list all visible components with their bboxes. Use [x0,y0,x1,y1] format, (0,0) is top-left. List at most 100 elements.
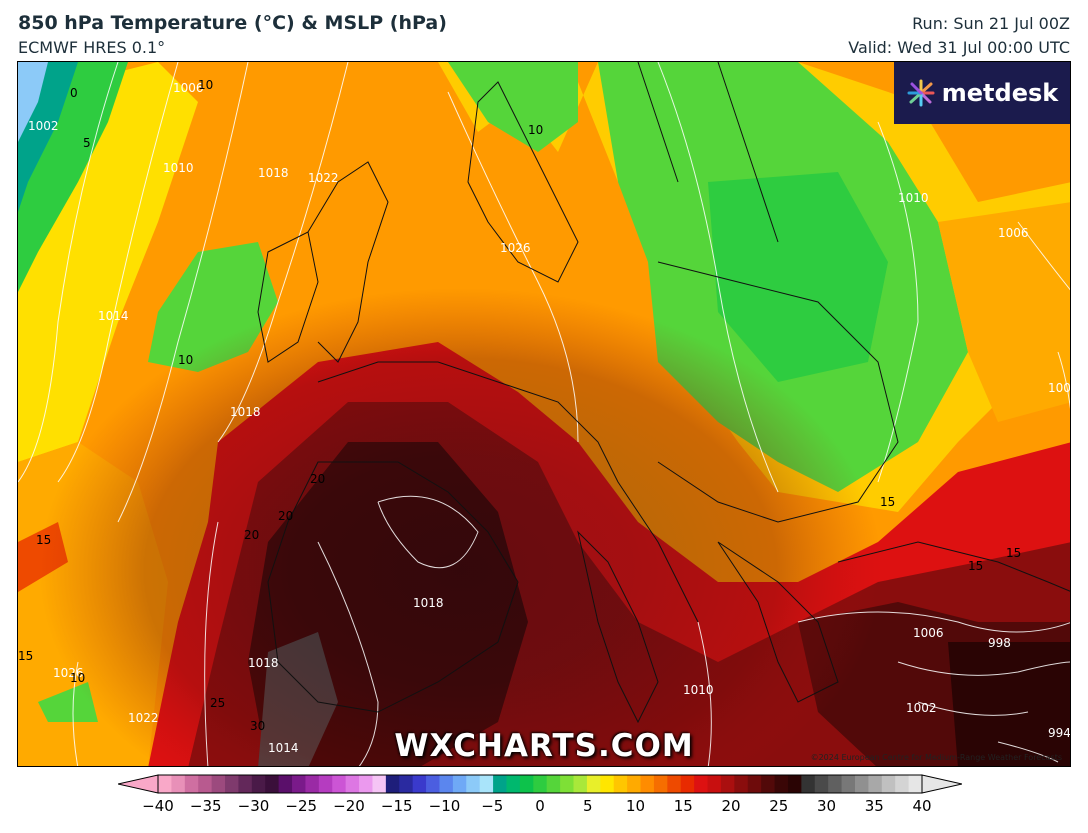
brand-name: metdesk [941,79,1059,107]
svg-text:1006: 1006 [913,626,944,640]
colorbar-tick-label: 15 [673,797,693,815]
svg-text:1018: 1018 [413,596,444,610]
svg-text:1002: 1002 [28,119,59,133]
colorbar-step [479,775,494,793]
svg-text:998: 998 [988,636,1011,650]
colorbar-step [506,775,521,793]
ecmwf-credit: ©2024 European Centre for Medium-Range W… [810,753,1062,762]
svg-text:1014: 1014 [268,741,299,755]
svg-text:1018: 1018 [258,166,289,180]
colorbar-step [493,775,507,793]
colorbar-tick-label: −20 [333,797,365,815]
colorbar-step [345,775,360,793]
svg-text:0: 0 [70,86,78,100]
colorbar-tick-label: 35 [864,797,884,815]
svg-text:20: 20 [244,528,259,542]
isobar-labels: 1006 1002 1010 1018 1022 1014 1018 1026 … [28,81,1071,755]
svg-text:30: 30 [250,719,265,733]
colorbar-tick-label: −40 [142,797,174,815]
colorbar-tick-label: −10 [428,797,461,815]
svg-text:10: 10 [178,353,193,367]
metdesk-logo: metdesk [894,62,1070,124]
isotherm-labels: 0 5 10 10 10 10 15 15 15 15 15 20 20 20 … [18,78,1021,733]
colorbar-step [385,775,400,793]
colorbar-step [198,775,213,793]
colorbar-step [158,775,172,793]
colorbar-step [774,775,789,793]
colorbar-step [399,775,414,793]
colorbar-min-arrow [117,774,159,794]
colorbar-step [225,775,239,793]
colorbar-step [533,775,548,793]
colorbar-step [546,775,561,793]
colorbar-step [439,775,454,793]
colorbar-step [854,775,869,793]
colorbar-step [868,775,883,793]
colorbar-step [519,775,534,793]
colorbar-step [640,775,655,793]
colorbar-step [707,775,722,793]
svg-text:25: 25 [210,696,225,710]
colorbar-step [841,775,856,793]
svg-text:1010: 1010 [163,161,194,175]
svg-text:1026: 1026 [500,241,531,255]
model-name: ECMWF HRES 0.1° [18,38,166,57]
svg-text:1022: 1022 [128,711,159,725]
colorbar-tick-label: 5 [582,797,593,815]
colorbar-step [734,775,749,793]
svg-text:1022: 1022 [308,171,339,185]
svg-text:20: 20 [278,509,293,523]
colorbar-step [908,775,923,793]
wxcharts-watermark: WXCHARTS.COM [394,728,694,764]
colorbar-outline [157,774,923,794]
colorbar-max-arrow [921,774,963,794]
colorbar-step [452,775,467,793]
weather-map[interactable]: 1006 1002 1010 1018 1022 1014 1018 1026 … [17,61,1071,767]
colorbar-svg [117,774,963,794]
colorbar-tick-label: 25 [769,797,789,815]
svg-text:10: 10 [528,123,543,137]
colorbar-step [292,775,306,793]
colorbar-step [211,775,226,793]
svg-text:1006: 1006 [1048,381,1071,395]
colorbar-tick-label: 30 [816,797,837,815]
colorbar-step [761,775,776,793]
colorbar-tick-label: 20 [721,797,741,815]
svg-text:15: 15 [968,559,983,573]
colorbar-step [801,775,816,793]
colorbar-step [814,775,829,793]
colorbar-step [171,775,186,793]
colorbar-step [653,775,668,793]
colorbar-step [600,775,615,793]
chart-title: 850 hPa Temperature (°C) & MSLP (hPa) [18,12,447,34]
svg-text:15: 15 [36,533,51,547]
temperature-field: 1006 1002 1010 1018 1022 1014 1018 1026 … [18,62,1071,766]
colorbar-step [332,775,347,793]
metdesk-burst-icon [907,79,935,107]
colorbar-step [627,775,642,793]
colorbar-tick-label: −25 [285,797,318,815]
colorbar-step [305,775,320,793]
colorbar-step [265,775,280,793]
colorbar-step [318,775,333,793]
colorbar-step [680,775,695,793]
colorbar-step [694,775,709,793]
colorbar-step [560,775,575,793]
colorbar-step [787,775,802,793]
svg-text:20: 20 [310,472,325,486]
colorbar-step [895,775,910,793]
colorbar-step [278,775,293,793]
colorbar-tick-label: 40 [912,797,932,815]
colorbar-step [238,775,253,793]
svg-text:10: 10 [198,78,213,92]
colorbar-step [613,775,628,793]
colorbar-step [720,775,735,793]
colorbar-step [372,775,387,793]
colorbar-tick-label: −5 [481,797,504,815]
svg-text:1010: 1010 [898,191,929,205]
colorbar-step [667,775,682,793]
colorbar-step [828,775,843,793]
svg-text:994: 994 [1048,726,1071,740]
colorbar-step [184,775,199,793]
svg-text:1026: 1026 [53,666,84,680]
